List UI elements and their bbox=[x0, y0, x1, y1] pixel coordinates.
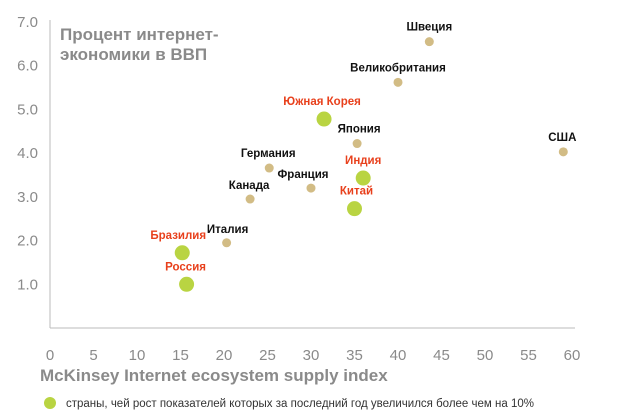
x-tick-label: 45 bbox=[433, 347, 450, 364]
data-point-label: Бразилия bbox=[150, 230, 206, 242]
y-tick-label: 1.0 bbox=[17, 276, 38, 293]
data-point bbox=[558, 147, 568, 157]
point-labels: Швеция Великобритания Южная Корея Япония США… bbox=[150, 22, 576, 274]
data-point bbox=[245, 194, 255, 204]
x-tick-label: 25 bbox=[259, 347, 276, 364]
x-tick-label: 55 bbox=[520, 347, 537, 364]
x-tick-label: 0 bbox=[46, 347, 54, 364]
data-point-label: Канада bbox=[229, 180, 270, 192]
data-point bbox=[393, 77, 403, 87]
x-tick-label: 10 bbox=[129, 347, 146, 364]
data-point-label: Россия bbox=[165, 261, 206, 273]
data-point-label: Великобритания bbox=[350, 62, 446, 74]
x-tick-label: 50 bbox=[477, 347, 494, 364]
y-tick-label: 3.0 bbox=[17, 189, 38, 206]
legend-growth-marker bbox=[44, 397, 56, 409]
x-tick-label: 20 bbox=[216, 347, 233, 364]
data-point-label: Германия bbox=[241, 148, 296, 160]
data-point bbox=[316, 111, 332, 127]
y-tick-label: 7.0 bbox=[17, 14, 38, 31]
x-tick-label: 60 bbox=[564, 347, 581, 364]
data-point-label: США bbox=[548, 132, 576, 144]
data-point bbox=[424, 37, 434, 47]
x-tick-label: 30 bbox=[303, 347, 320, 364]
data-point bbox=[347, 201, 362, 217]
data-point-label: Индия bbox=[345, 155, 381, 167]
chart-title: Процент интернет- экономики в ВВП bbox=[60, 25, 219, 64]
y-tick-labels: 1.0 2.0 3.0 4.0 5.0 6.0 7.0 bbox=[17, 14, 38, 293]
chart-title-line-1: Процент интернет- bbox=[60, 25, 219, 44]
data-point-label: Италия bbox=[207, 224, 248, 236]
data-points bbox=[174, 37, 568, 292]
x-tick-label: 15 bbox=[172, 347, 189, 364]
y-tick-label: 2.0 bbox=[17, 233, 38, 250]
data-point bbox=[179, 276, 195, 292]
y-tick-label: 5.0 bbox=[17, 101, 38, 118]
y-tick-label: 6.0 bbox=[17, 58, 38, 75]
data-point-label: Швеция bbox=[406, 22, 452, 34]
data-point bbox=[306, 183, 316, 193]
x-tick-label: 35 bbox=[346, 347, 363, 364]
data-point bbox=[355, 170, 371, 186]
data-point bbox=[174, 245, 190, 261]
x-tick-label: 40 bbox=[390, 347, 407, 364]
data-point-label: Южная Корея bbox=[283, 96, 361, 108]
data-point-label: Япония bbox=[338, 124, 381, 136]
data-point-label: Франция bbox=[277, 169, 328, 181]
x-axis-label: McKinsey Internet ecosystem supply index bbox=[40, 366, 388, 385]
y-tick-label: 4.0 bbox=[17, 145, 38, 162]
legend: страны, чей рост показателей которых за … bbox=[44, 397, 534, 410]
legend-text: страны, чей рост показателей которых за … bbox=[66, 398, 534, 410]
data-point bbox=[222, 238, 232, 248]
data-point-label: Китай bbox=[340, 186, 373, 198]
chart-title-line-2: экономики в ВВП bbox=[60, 45, 207, 64]
x-tick-label: 5 bbox=[89, 347, 97, 364]
data-point bbox=[352, 139, 362, 149]
x-tick-labels: 0 5 10 15 20 25 30 35 40 45 50 55 60 bbox=[46, 347, 581, 364]
data-point bbox=[264, 163, 274, 173]
